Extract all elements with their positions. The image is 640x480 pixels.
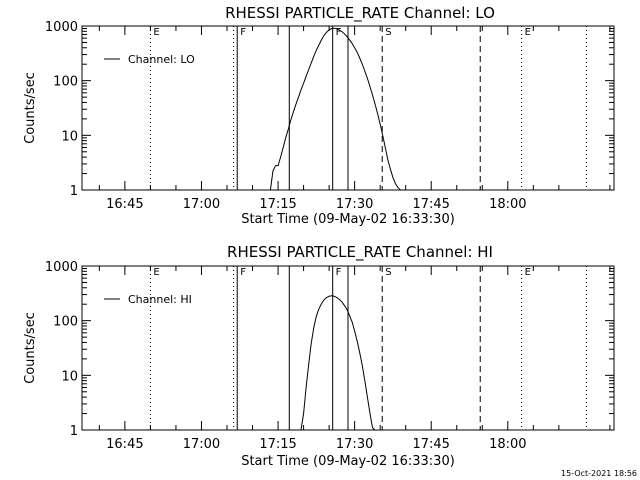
y-tick-label: 1 xyxy=(70,184,78,199)
event-marker-label: F xyxy=(336,27,342,38)
x-tick-label: 17:15 xyxy=(259,437,296,452)
legend-label-hi: Channel: HI xyxy=(128,293,192,306)
chart-panel-hi: RHESSI PARTICLE_RATE Channel: HI Start T… xyxy=(23,243,615,469)
event-marker-label: E xyxy=(153,27,159,38)
y-tick-label: 1000 xyxy=(45,260,78,275)
y-tick-label: 10 xyxy=(61,129,78,144)
series-line-hi xyxy=(300,295,381,431)
y-tick-label: 1 xyxy=(70,424,78,439)
x-axis-label-hi: Start Time (09-May-02 16:33:30) xyxy=(241,454,455,469)
y-tick-label: 100 xyxy=(53,75,78,90)
plot-frame-hi xyxy=(81,265,615,431)
plot-frame-lo xyxy=(81,25,615,191)
event-marker-label: F xyxy=(240,27,246,38)
x-tick-label: 18:00 xyxy=(489,437,526,452)
chart-panel-lo: RHESSI PARTICLE_RATE Channel: LO Start T… xyxy=(23,4,615,227)
event-marker-label: F xyxy=(336,267,342,278)
series-line-lo xyxy=(269,27,429,191)
x-tick-label: 17:15 xyxy=(259,197,296,212)
x-tick-label: 17:00 xyxy=(183,437,220,452)
y-axis-label-lo: Counts/sec xyxy=(23,72,38,144)
y-tick-label: 1000 xyxy=(45,20,78,35)
chart-title-lo: RHESSI PARTICLE_RATE Channel: LO xyxy=(225,4,495,23)
legend-label-lo: Channel: LO xyxy=(128,53,195,66)
footer-timestamp: 15-Oct-2021 18:56 xyxy=(561,469,637,478)
chart-title-hi: RHESSI PARTICLE_RATE Channel: HI xyxy=(227,243,493,262)
event-marker-label: E xyxy=(525,27,531,38)
y-tick-label: 10 xyxy=(61,369,78,384)
axes-ticks-lo: 1 10 100 1000 16:45 17:00 17:15 17:30 17:45 18:00 xyxy=(45,20,614,212)
x-tick-label: 16:45 xyxy=(106,437,143,452)
event-marker-label: F xyxy=(240,267,246,278)
x-tick-label: 17:45 xyxy=(412,197,449,212)
event-marker-label: S xyxy=(385,267,391,278)
x-tick-label: 17:30 xyxy=(336,197,373,212)
event-marker-label: E xyxy=(153,267,159,278)
x-axis-label-lo: Start Time (09-May-02 16:33:30) xyxy=(241,212,455,227)
axes-ticks-hi: 1 10 100 1000 16:45 17:00 17:15 17:30 17:45 18:00 xyxy=(45,260,614,452)
x-tick-label: 16:45 xyxy=(106,197,143,212)
event-marker-label: S xyxy=(385,27,391,38)
x-tick-label: 18:00 xyxy=(489,197,526,212)
x-tick-label: 17:45 xyxy=(412,437,449,452)
y-tick-label: 100 xyxy=(53,315,78,330)
x-tick-label: 17:30 xyxy=(336,437,373,452)
x-tick-label: 17:00 xyxy=(183,197,220,212)
y-axis-label-hi: Counts/sec xyxy=(23,312,38,384)
event-marker-label: E xyxy=(525,267,531,278)
